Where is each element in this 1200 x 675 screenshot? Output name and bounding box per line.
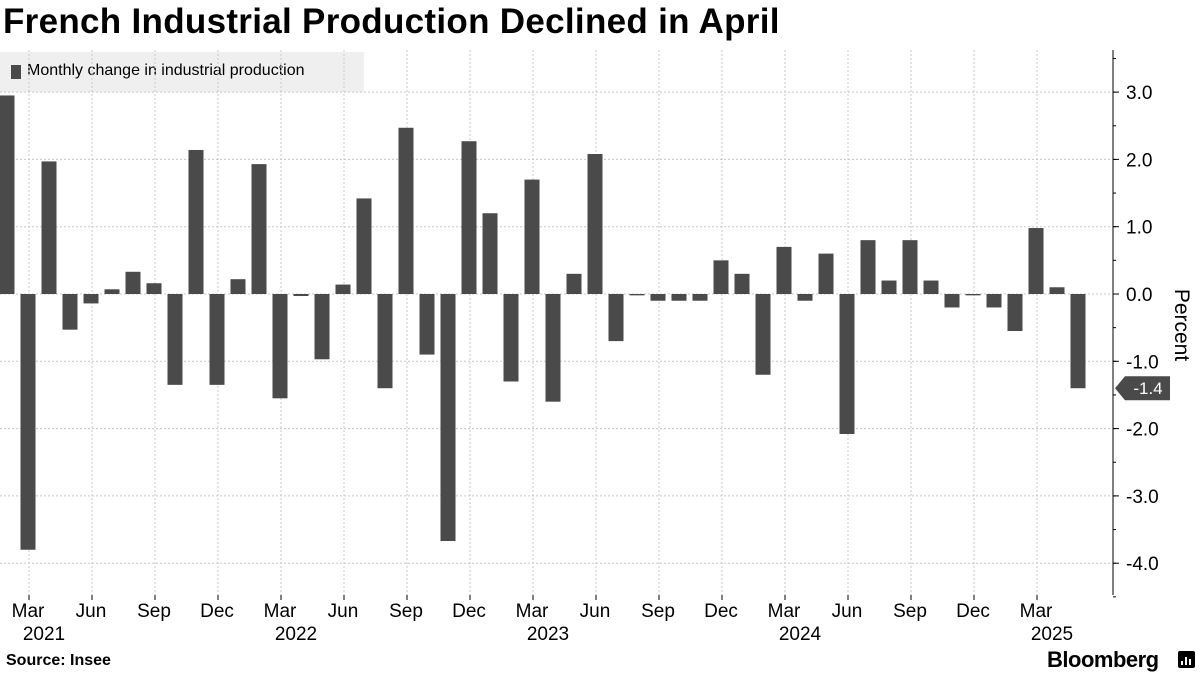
bar <box>755 294 771 375</box>
bar <box>692 294 708 301</box>
bar <box>125 271 141 294</box>
bar <box>419 294 435 355</box>
bar <box>776 246 792 294</box>
x-tick-label: Sep <box>641 601 675 622</box>
x-tick-label: Jun <box>328 601 359 622</box>
x-tick-label: Mar <box>1020 601 1053 622</box>
y-tick-label: -4.0 <box>1126 554 1159 575</box>
x-tick-label: Mar <box>516 601 549 622</box>
x-tick-label: Mar <box>264 601 297 622</box>
x-year-label: 2023 <box>527 624 569 645</box>
x-tick-label: Mar <box>768 601 801 622</box>
bar <box>1070 294 1086 389</box>
x-tick-label: Dec <box>956 601 990 622</box>
bar <box>881 280 897 294</box>
x-tick-label: Dec <box>704 601 738 622</box>
x-tick-label: Jun <box>76 601 107 622</box>
bar <box>860 240 876 294</box>
y-tick-label: 2.0 <box>1126 150 1152 171</box>
y-tick-label: -2.0 <box>1126 420 1159 441</box>
bar <box>356 198 372 294</box>
bar <box>482 213 498 294</box>
bar <box>524 179 540 294</box>
y-tick-label: -3.0 <box>1126 487 1159 508</box>
last-value-callout <box>1115 376 1170 401</box>
bar <box>734 273 750 294</box>
bar <box>965 294 981 296</box>
bar <box>1049 287 1065 294</box>
bar <box>209 294 225 385</box>
bar <box>83 294 99 304</box>
bar <box>20 294 36 550</box>
source-note: Source: Insee <box>6 652 111 669</box>
bar <box>713 260 729 294</box>
bar <box>671 294 687 301</box>
legend: Monthly change in industrial production <box>0 52 364 92</box>
bar <box>251 164 267 294</box>
x-tick-label: Dec <box>452 601 486 622</box>
x-tick-label: Sep <box>389 601 423 622</box>
bar <box>293 294 309 297</box>
bar <box>377 294 393 389</box>
bar <box>461 141 477 294</box>
bar <box>104 289 120 294</box>
bar <box>986 294 1002 308</box>
bar <box>818 253 834 294</box>
x-tick-label: Dec <box>200 601 234 622</box>
x-tick-label: Sep <box>893 601 927 622</box>
bar <box>923 280 939 294</box>
bar <box>1007 294 1023 332</box>
bar <box>62 294 78 330</box>
y-tick-label: 0.0 <box>1126 285 1152 306</box>
bar <box>398 127 414 294</box>
x-year-label: 2021 <box>23 624 65 645</box>
bar <box>167 294 183 385</box>
bar <box>629 294 645 296</box>
bar <box>0 95 15 294</box>
bar <box>797 294 813 301</box>
x-tick-label: Jun <box>832 601 863 622</box>
last-value-label: -1.4 <box>1133 379 1162 398</box>
bar <box>440 294 456 541</box>
brand-logo: Bloomberg <box>1047 647 1159 672</box>
bar <box>41 161 57 294</box>
x-tick-label: Jun <box>580 601 611 622</box>
bar <box>587 154 603 294</box>
y-tick-label: 1.0 <box>1126 218 1152 239</box>
bar <box>608 294 624 342</box>
bar <box>188 149 204 294</box>
y-tick-label: 3.0 <box>1126 83 1152 104</box>
bloomberg-terminal-icon <box>1178 651 1195 668</box>
legend-label: Monthly change in industrial production <box>27 62 305 79</box>
bar <box>146 283 162 294</box>
bar <box>230 279 246 294</box>
bar <box>545 294 561 402</box>
x-tick-label: Mar <box>12 601 45 622</box>
bar <box>272 294 288 399</box>
bar <box>335 284 351 294</box>
x-year-label: 2022 <box>275 624 317 645</box>
x-tick-label: Sep <box>137 601 171 622</box>
x-year-label: 2025 <box>1031 624 1073 645</box>
x-year-label: 2024 <box>779 624 822 645</box>
bar <box>902 240 918 294</box>
bar <box>650 294 666 301</box>
bar <box>1028 228 1044 294</box>
bar <box>314 294 330 360</box>
chart-title: French Industrial Production Declined in… <box>3 2 780 41</box>
y-tick-label: -1.0 <box>1126 352 1159 373</box>
bar <box>839 294 855 434</box>
bar <box>944 294 960 308</box>
legend-swatch <box>11 65 21 79</box>
y-axis-label: Percent <box>1170 289 1193 362</box>
bar <box>503 294 519 382</box>
bar <box>566 273 582 294</box>
